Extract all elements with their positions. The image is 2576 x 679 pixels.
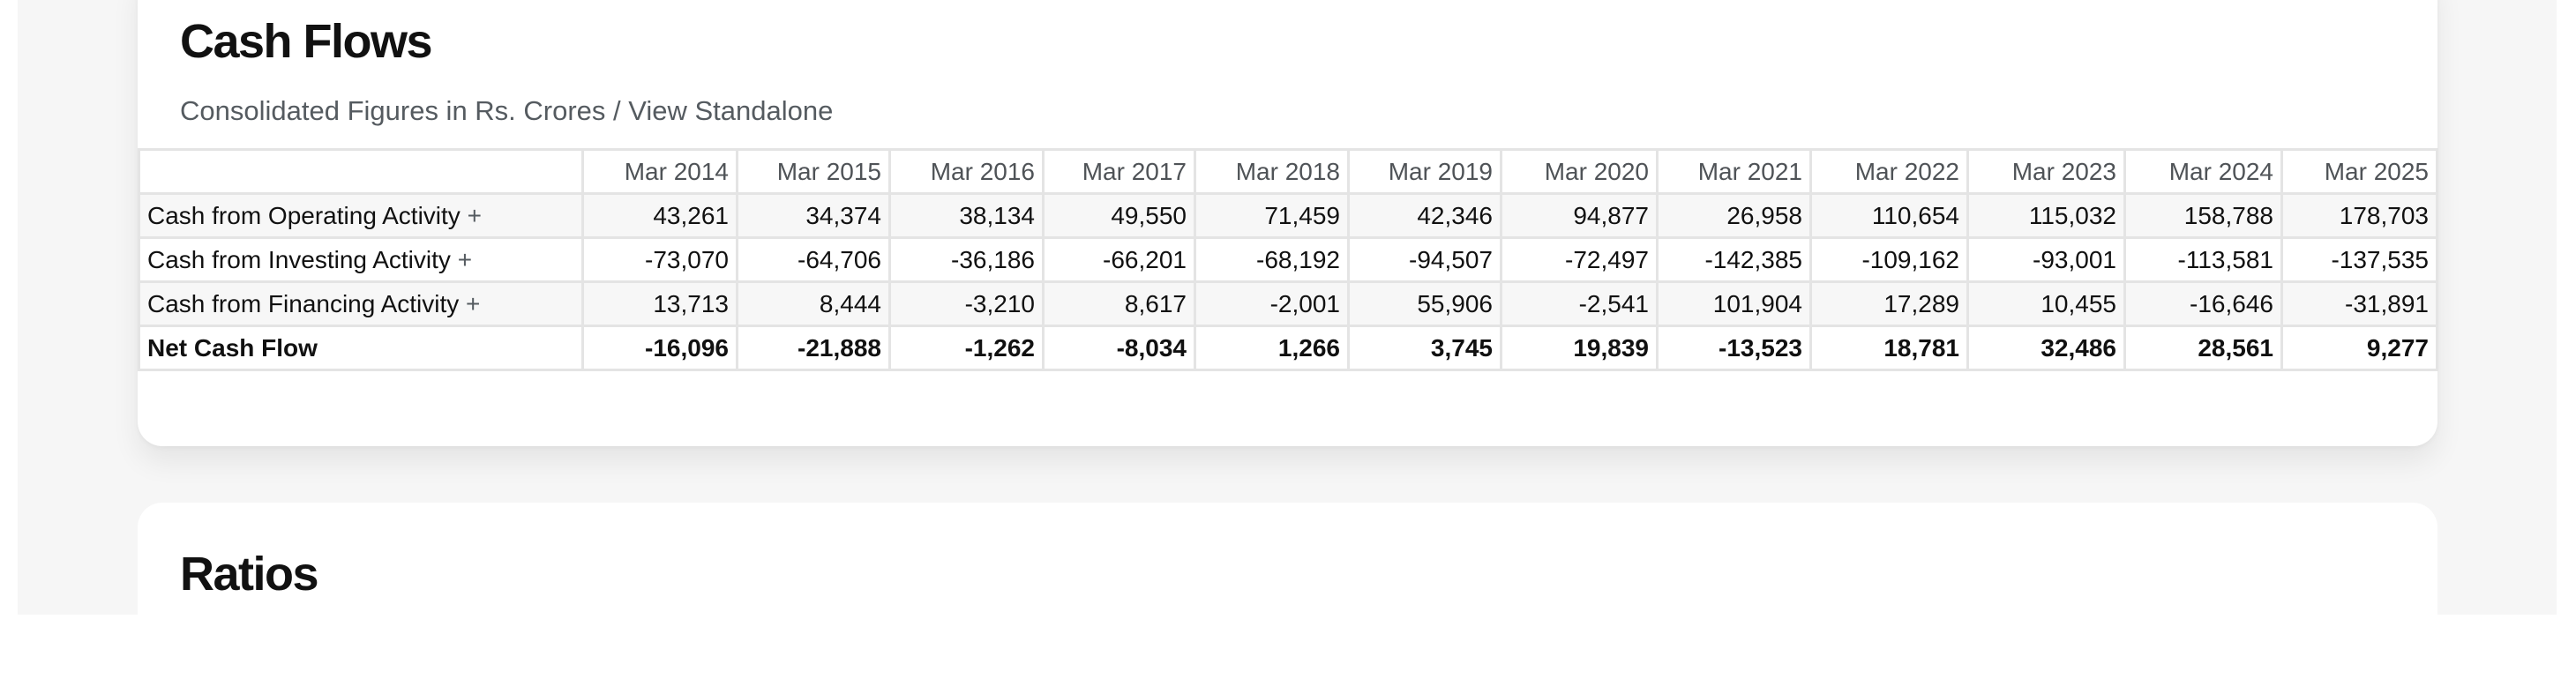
table-header-row: Mar 2014 Mar 2015 Mar 2016 Mar 2017 Mar … xyxy=(138,148,2438,195)
table-cell: -36,186 xyxy=(888,236,1045,283)
table-cell: 94,877 xyxy=(1500,192,1659,239)
table-cell: 101,904 xyxy=(1656,280,1812,327)
table-cell: 32,486 xyxy=(1966,325,2126,371)
column-header: Mar 2024 xyxy=(2123,148,2283,195)
row-label: Cash from Operating Activity xyxy=(147,201,461,229)
table-cell: 115,032 xyxy=(1966,192,2126,239)
table-cell: 110,654 xyxy=(1809,192,1969,239)
expand-plus-icon[interactable]: + xyxy=(457,245,473,273)
table-cell: -13,523 xyxy=(1656,325,1812,371)
table-cell: 13,713 xyxy=(581,280,738,327)
table-cell: -2,001 xyxy=(1194,280,1350,327)
table-cell: -73,070 xyxy=(581,236,738,283)
table-cell: -66,201 xyxy=(1042,236,1196,283)
table-cell: 18,781 xyxy=(1809,325,1969,371)
table-cell: -16,096 xyxy=(581,325,738,371)
cash-flows-section: Cash Flows Consolidated Figures in Rs. C… xyxy=(138,0,2438,446)
column-header: Mar 2023 xyxy=(1966,148,2126,195)
row-label-cell[interactable]: Cash from Operating Activity + xyxy=(138,192,584,239)
table-cell: 178,703 xyxy=(2280,192,2438,239)
table-cell: 17,289 xyxy=(1809,280,1969,327)
table-cell: 49,550 xyxy=(1042,192,1196,239)
table-cell: 158,788 xyxy=(2123,192,2283,239)
column-header: Mar 2020 xyxy=(1500,148,1659,195)
table-cell: -109,162 xyxy=(1809,236,1969,283)
header-blank-cell xyxy=(138,148,584,195)
table-cell: -2,541 xyxy=(1500,280,1659,327)
cash-flows-title: Cash Flows xyxy=(180,15,433,68)
column-header: Mar 2016 xyxy=(888,148,1045,195)
table-row-operating-activity[interactable]: Cash from Operating Activity + 43,261 34… xyxy=(138,192,2438,239)
table-cell: -137,535 xyxy=(2280,236,2438,283)
table-cell: 34,374 xyxy=(736,192,891,239)
row-label: Cash from Investing Activity xyxy=(147,245,451,273)
expand-plus-icon[interactable]: + xyxy=(466,289,481,317)
ratios-section: Ratios xyxy=(138,503,2437,679)
table-row-investing-activity[interactable]: Cash from Investing Activity + -73,070 -… xyxy=(138,236,2438,283)
column-header: Mar 2022 xyxy=(1809,148,1969,195)
row-label: Cash from Financing Activity xyxy=(147,289,460,317)
ratios-title: Ratios xyxy=(180,548,319,601)
expand-plus-icon[interactable]: + xyxy=(467,201,482,229)
table-row-financing-activity[interactable]: Cash from Financing Activity + 13,713 8,… xyxy=(138,280,2438,327)
table-cell: 43,261 xyxy=(581,192,738,239)
table-cell: -21,888 xyxy=(736,325,891,371)
table-cell: -93,001 xyxy=(1966,236,2126,283)
table-cell: 38,134 xyxy=(888,192,1045,239)
table-cell: -64,706 xyxy=(736,236,891,283)
column-header: Mar 2021 xyxy=(1656,148,1812,195)
column-header: Mar 2019 xyxy=(1347,148,1502,195)
column-header: Mar 2015 xyxy=(736,148,891,195)
table-cell: 19,839 xyxy=(1500,325,1659,371)
figures-note: Consolidated Figures in Rs. Crores / xyxy=(180,95,629,126)
table-cell: -3,210 xyxy=(888,280,1045,327)
column-header: Mar 2018 xyxy=(1194,148,1350,195)
table-cell: 26,958 xyxy=(1656,192,1812,239)
table-cell: 8,444 xyxy=(736,280,891,327)
table-cell: 8,617 xyxy=(1042,280,1196,327)
table-cell: 10,455 xyxy=(1966,280,2126,327)
column-header: Mar 2014 xyxy=(581,148,738,195)
table-cell: -8,034 xyxy=(1042,325,1196,371)
table-cell: 9,277 xyxy=(2280,325,2438,371)
column-header: Mar 2017 xyxy=(1042,148,1196,195)
cash-flows-table: Mar 2014 Mar 2015 Mar 2016 Mar 2017 Mar … xyxy=(138,148,2438,371)
table-cell: -94,507 xyxy=(1347,236,1502,283)
cash-flows-subtitle: Consolidated Figures in Rs. Crores / Vie… xyxy=(180,95,833,127)
table-cell: 55,906 xyxy=(1347,280,1502,327)
table-row-net-cash-flow: Net Cash Flow -16,096 -21,888 -1,262 -8,… xyxy=(138,325,2438,371)
row-label-cell[interactable]: Cash from Financing Activity + xyxy=(138,280,584,327)
table-cell: -142,385 xyxy=(1656,236,1812,283)
table-cell: 28,561 xyxy=(2123,325,2283,371)
table-cell: -68,192 xyxy=(1194,236,1350,283)
table-cell: 71,459 xyxy=(1194,192,1350,239)
table-cell: -1,262 xyxy=(888,325,1045,371)
table-cell: 42,346 xyxy=(1347,192,1502,239)
table-cell: -16,646 xyxy=(2123,280,2283,327)
column-header: Mar 2025 xyxy=(2280,148,2438,195)
table-cell: -113,581 xyxy=(2123,236,2283,283)
table-cell: -31,891 xyxy=(2280,280,2438,327)
table-cell: 1,266 xyxy=(1194,325,1350,371)
row-label: Net Cash Flow xyxy=(138,325,584,371)
table-cell: -72,497 xyxy=(1500,236,1659,283)
table-cell: 3,745 xyxy=(1347,325,1502,371)
row-label-cell[interactable]: Cash from Investing Activity + xyxy=(138,236,584,283)
view-standalone-link[interactable]: View Standalone xyxy=(628,95,834,126)
